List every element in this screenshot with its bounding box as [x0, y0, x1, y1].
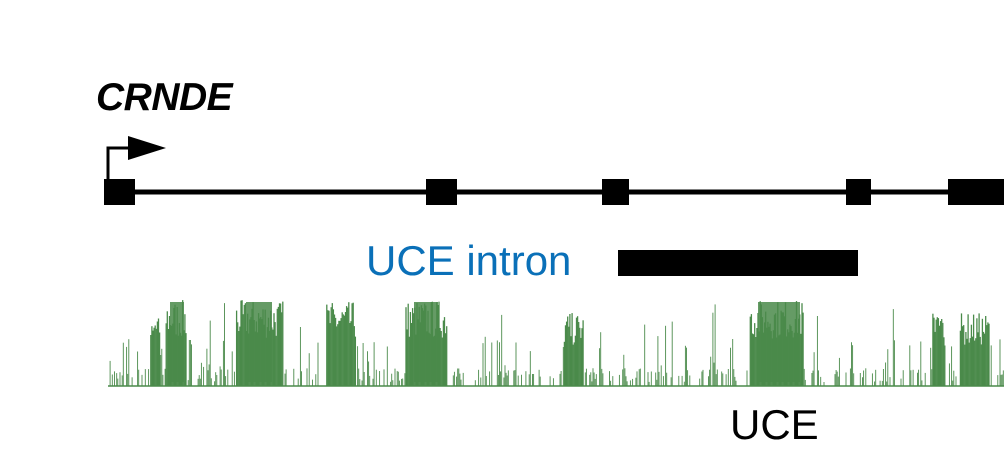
conservation-block — [246, 302, 272, 382]
tss-arrow-icon — [106, 136, 166, 182]
uce-label: UCE — [730, 401, 819, 448]
conservation-block — [170, 302, 184, 382]
gene-name: CRNDE — [96, 76, 233, 119]
exon-3 — [602, 179, 629, 205]
conservation-block — [758, 302, 800, 382]
exon-2 — [426, 179, 457, 205]
exon-1 — [104, 179, 135, 205]
uce-intron-label: UCE intron — [366, 237, 572, 284]
exon-4 — [846, 179, 871, 205]
gene-model — [104, 179, 1004, 205]
conservation-track — [108, 300, 1004, 387]
uce-intron-bar — [618, 250, 858, 276]
conservation-block — [414, 302, 438, 382]
exon-5 — [948, 179, 1004, 205]
